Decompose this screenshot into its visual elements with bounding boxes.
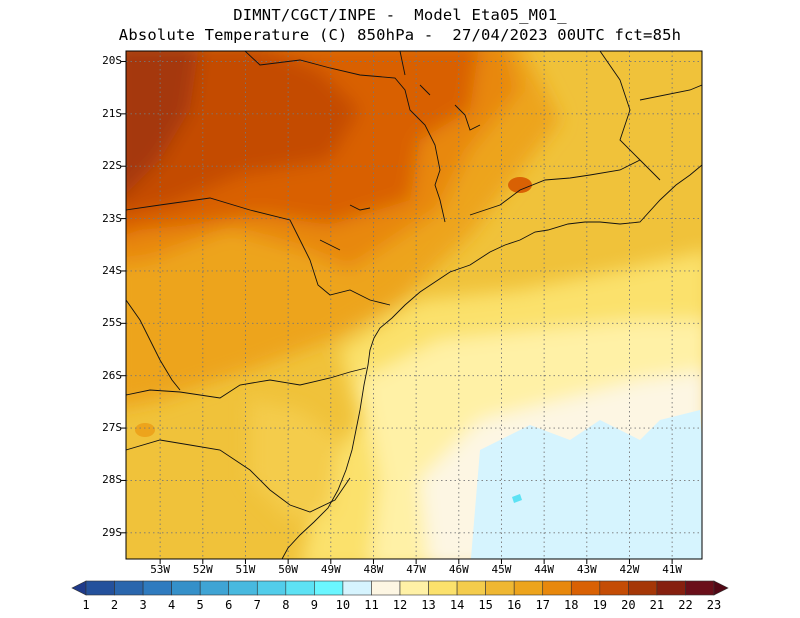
colorbar-label: 3 xyxy=(139,598,147,612)
lat-label: 25S xyxy=(102,316,122,330)
map-title-line-1: DIMNT/CGCT/INPE - Model Eta05_M01_ xyxy=(233,6,567,24)
colorbar-swatch xyxy=(685,580,715,596)
colorbar-swatch xyxy=(713,580,729,596)
colorbar-label: 2 xyxy=(110,598,119,612)
lat-label: 27S xyxy=(102,421,122,435)
colorbar-label: 15 xyxy=(478,598,493,612)
lat-label: 28S xyxy=(102,473,122,487)
grid-lines xyxy=(126,51,702,559)
lon-label: 43W xyxy=(576,563,597,576)
colorbar-label: 7 xyxy=(253,598,261,612)
axis-ticks xyxy=(121,60,673,564)
lon-label: 49W xyxy=(320,563,341,576)
colorbar-swatch xyxy=(171,580,201,596)
colorbar-label: 9 xyxy=(310,598,318,612)
colorbar-swatch xyxy=(656,580,686,596)
colorbar-label: 22 xyxy=(678,598,693,612)
lat-label: 29S xyxy=(102,525,122,539)
lon-label: 48W xyxy=(363,563,384,576)
colorbar-label: 21 xyxy=(649,598,665,612)
lat-label: 23S xyxy=(102,211,122,225)
colorbar-swatch xyxy=(428,580,458,596)
colorbar-swatch xyxy=(285,580,315,596)
colorbar-swatch xyxy=(142,580,172,596)
colorbar-label: 17 xyxy=(535,598,550,612)
lon-label: 46W xyxy=(448,563,469,576)
lat-label: 22S xyxy=(102,159,122,173)
colorbar-label: 14 xyxy=(449,598,465,612)
map-title-line-2: Absolute Temperature (C) 850hPa - 27/04/… xyxy=(118,26,682,44)
colorbar-swatch xyxy=(71,580,87,596)
colorbar-label: 8 xyxy=(282,598,290,612)
lat-label: 24S xyxy=(102,263,122,277)
lon-label: 41W xyxy=(662,563,683,576)
colorbar-label: 11 xyxy=(364,598,379,612)
colorbar-swatch xyxy=(456,580,486,596)
colorbar-swatch xyxy=(85,580,115,596)
temperature-field xyxy=(126,51,702,559)
colorbar-label: 19 xyxy=(592,598,608,612)
colorbar-swatch xyxy=(399,580,429,596)
colorbar-swatch xyxy=(513,580,544,596)
colorbar-swatch xyxy=(256,580,287,596)
colorbar-label: 18 xyxy=(564,598,579,612)
colorbar-swatch xyxy=(542,580,572,596)
lon-label: 50W xyxy=(278,563,299,576)
colorbar-label: 10 xyxy=(335,598,351,612)
colorbar-swatch xyxy=(485,580,515,596)
colorbar-label: 4 xyxy=(168,598,176,612)
colorbar-swatch xyxy=(199,580,230,596)
lat-label: 26S xyxy=(102,368,122,382)
lat-label: 20S xyxy=(102,54,122,68)
coastline-and-borders xyxy=(126,51,702,559)
colorbar-label: 5 xyxy=(196,598,204,612)
colorbar-swatch xyxy=(228,580,258,596)
lon-label: 44W xyxy=(534,563,555,576)
lon-label: 52W xyxy=(192,563,213,576)
colorbar-label: 13 xyxy=(421,598,436,612)
colorbar-label: 23 xyxy=(706,598,722,612)
colorbar-swatch xyxy=(570,580,601,596)
colorbar xyxy=(71,580,729,596)
colorbar-swatch xyxy=(599,580,629,596)
colorbar-label: 16 xyxy=(506,598,522,612)
colorbar-swatch xyxy=(314,580,344,596)
colorbar-label: 1 xyxy=(82,598,90,612)
plot-frame xyxy=(125,50,703,560)
colorbar-label: 6 xyxy=(225,598,233,612)
colorbar-swatch xyxy=(628,580,658,596)
colorbar-swatch xyxy=(114,580,144,596)
lon-label: 45W xyxy=(491,563,512,576)
colorbar-label: 20 xyxy=(621,598,636,612)
lon-label: 53W xyxy=(150,563,171,576)
lon-label: 47W xyxy=(406,563,427,576)
colorbar-swatch xyxy=(371,580,401,596)
lon-label: 51W xyxy=(235,563,256,576)
lat-label: 21S xyxy=(102,106,122,120)
colorbar-swatch xyxy=(342,580,372,596)
colorbar-label: 12 xyxy=(392,598,408,612)
lon-label: 42W xyxy=(619,563,640,576)
